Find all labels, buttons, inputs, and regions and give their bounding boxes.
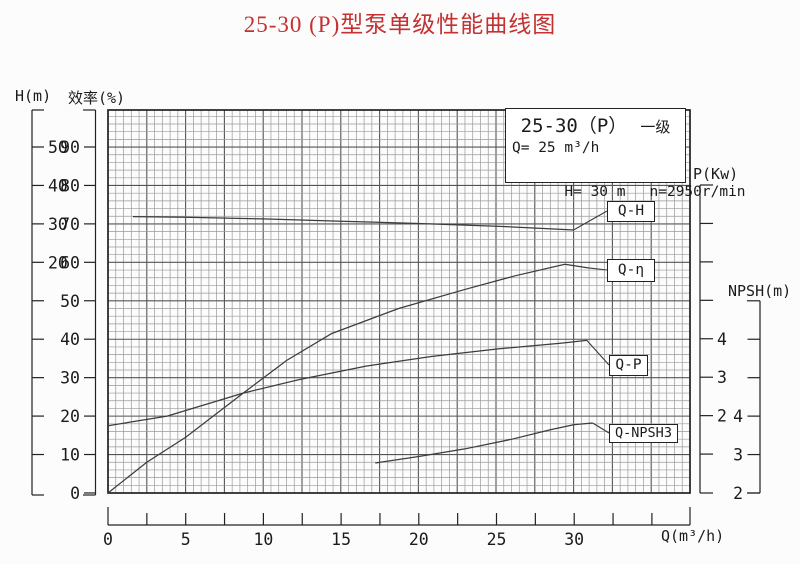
curve-label-q-npsh3: Q-NPSH3 (609, 424, 678, 443)
q-axis-tick-label: 25 (487, 530, 507, 549)
rated-flow: Q= 25 m³/h (512, 140, 600, 156)
p-axis-tick-label: 2 (717, 407, 727, 426)
plot-border (107, 109, 691, 494)
q-axis-tick-label: 15 (331, 530, 351, 549)
leader-line-q-h (573, 210, 608, 231)
efficiency-axis-tick-label: 80 (60, 176, 80, 195)
efficiency-axis-tick-label: 0 (70, 484, 80, 503)
efficiency-axis-tick-label: 30 (60, 369, 80, 388)
q-axis-tick-label: 20 (409, 530, 429, 549)
h-axis-tick-label: 30 (48, 215, 68, 234)
leader-line-q-p (586, 339, 610, 366)
efficiency-axis-tick-label: 60 (60, 253, 80, 272)
curve-label-q-p: Q-P (609, 355, 648, 376)
pump-model: 25-30（P） (520, 115, 628, 137)
pump-stage: 一级 (640, 118, 671, 136)
curve-Q-P (107, 339, 587, 427)
rated-speed: n=2950r/min (649, 184, 746, 200)
efficiency-axis-tick-label: 10 (60, 446, 80, 465)
efficiency-axis-label: 效率(%) (68, 89, 126, 107)
q-axis-tick-label: 10 (253, 530, 273, 549)
pump-model-row: 25-30（P） 一级 (506, 111, 685, 137)
npsh-axis-tick-label: 3 (733, 446, 743, 465)
efficiency-axis-tick-label: 20 (60, 407, 80, 426)
p-axis-tick-label: 3 (717, 368, 727, 387)
h-axis-tick-label: 20 (48, 253, 68, 272)
curve-label-q-h: Q-H (607, 201, 655, 222)
flow-axis-label: Q(m³/h) (661, 527, 725, 545)
curve-Q-η (107, 263, 590, 494)
rated-head: H= 30 m (564, 184, 626, 200)
npsh-axis-tick-label: 2 (733, 484, 743, 503)
head-axis-label: H(m) (15, 87, 52, 105)
efficiency-axis-tick-label: 90 (60, 138, 80, 157)
q-axis-tick-label: 0 (103, 530, 113, 549)
rated-head-speed-row: H= 30 m n=2950r/min (506, 159, 745, 225)
curve-Q-NPSH3 (375, 422, 593, 464)
efficiency-axis-tick-label: 50 (60, 292, 80, 311)
p-axis-tick-label: 4 (717, 330, 727, 349)
page-title: 25-30 (P)型泵单级性能曲线图 (243, 12, 557, 37)
rated-parameters-box: 25-30（P） 一级 Q= 25 m³/h H= 30 m n=2950r/mi… (505, 108, 746, 200)
power-axis-label: P(Kw) (693, 165, 739, 183)
curve-label-q-eta: Q-η (607, 259, 655, 282)
npsh-axis-label: NPSH(m) (728, 282, 792, 300)
efficiency-axis-tick-label: 70 (60, 215, 80, 234)
leader-line-q-npsh3 (592, 422, 610, 434)
q-axis-tick-label: 5 (181, 530, 191, 549)
npsh-axis-tick-label: 4 (733, 407, 743, 426)
efficiency-axis-tick-label: 40 (60, 330, 80, 349)
h-axis-tick-label: 50 (48, 138, 68, 157)
h-axis-tick-label: 40 (48, 176, 68, 195)
q-axis-tick-label: 30 (564, 530, 584, 549)
curve-Q-H (132, 215, 575, 231)
leader-line-q-eta (589, 267, 608, 271)
